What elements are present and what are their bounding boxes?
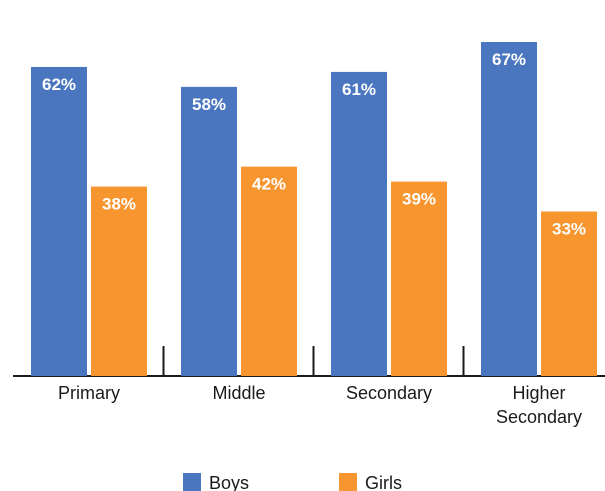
data-label-boys-3: 67%: [492, 50, 526, 69]
category-label-3: Secondary: [496, 407, 582, 427]
legend-label-boys: Boys: [209, 473, 249, 491]
data-label-girls-2: 39%: [402, 190, 436, 209]
category-label-0: Primary: [58, 383, 120, 403]
legend-swatch-boys: [183, 473, 201, 491]
category-label-3: Higher: [512, 383, 565, 403]
bar-girls-0: [91, 186, 147, 376]
bar-boys-1: [181, 86, 237, 377]
legend-swatch-girls: [339, 473, 357, 491]
bar-girls-2: [391, 181, 447, 376]
data-label-boys-2: 61%: [342, 80, 376, 99]
data-label-girls-3: 33%: [552, 219, 586, 238]
data-label-girls-1: 42%: [252, 175, 286, 194]
category-label-1: Middle: [212, 383, 265, 403]
data-label-boys-1: 58%: [192, 95, 226, 114]
bar-boys-3: [481, 42, 537, 376]
bar-boys-2: [331, 71, 387, 376]
data-label-girls-0: 38%: [102, 195, 136, 214]
bar-girls-1: [241, 166, 297, 376]
legend-label-girls: Girls: [365, 473, 402, 491]
category-label-2: Secondary: [346, 383, 432, 403]
bar-girls-3: [541, 211, 597, 376]
data-label-boys-0: 62%: [42, 75, 76, 94]
bar-boys-0: [31, 66, 87, 377]
